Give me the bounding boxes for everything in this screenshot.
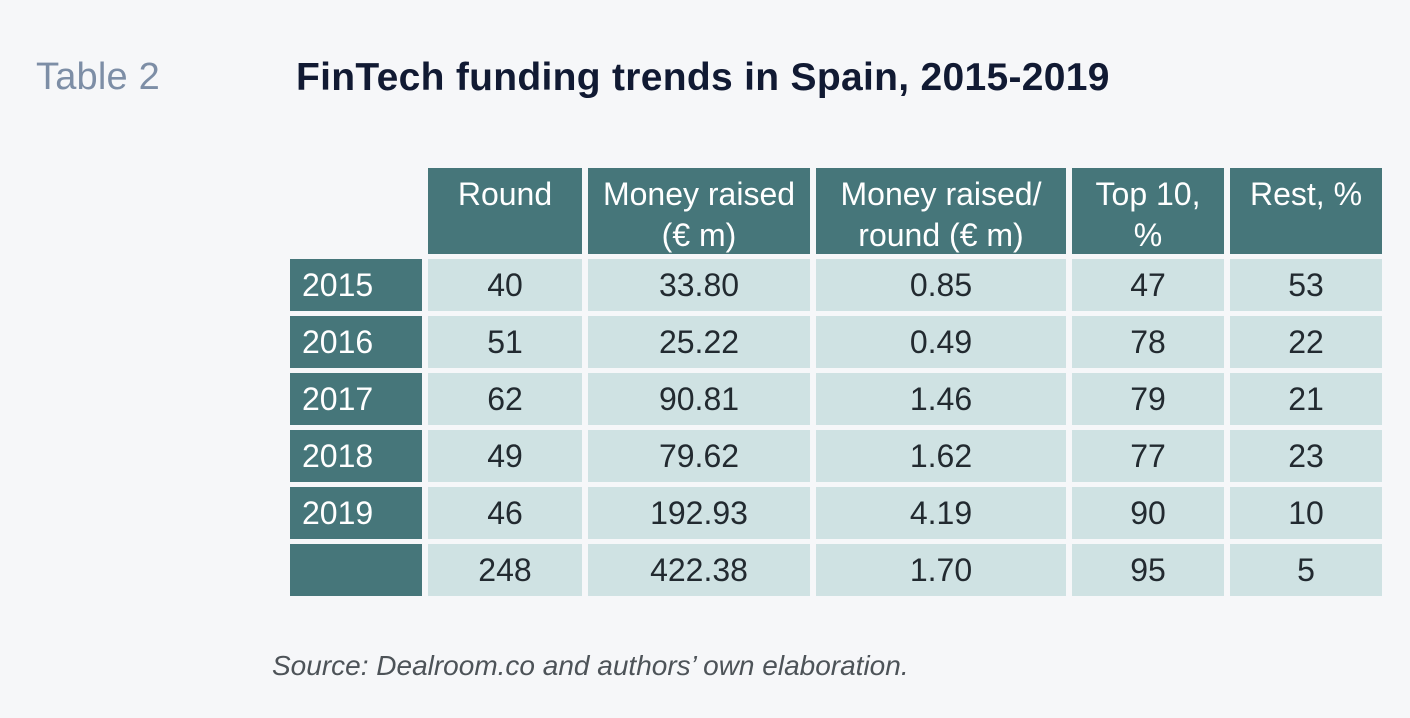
cell-money-raised: 25.22: [588, 316, 810, 368]
source-note: Source: Dealroom.co and authors’ own ela…: [272, 650, 909, 681]
row-header-year: 2015: [290, 259, 422, 311]
cell-money-raised: 33.80: [588, 259, 810, 311]
cell-round: 46: [428, 487, 582, 539]
cell-round: 51: [428, 316, 582, 368]
cell-rest: 53: [1230, 259, 1382, 311]
cell-money-per-round: 1.46: [816, 373, 1066, 425]
cell-rest: 22: [1230, 316, 1382, 368]
column-header-money-raised: Money raised (€ m): [588, 168, 810, 254]
cell-rest: 10: [1230, 487, 1382, 539]
row-header-year: 2018: [290, 430, 422, 482]
row-header-total: [290, 544, 422, 596]
column-header-rest: Rest, %: [1230, 168, 1382, 254]
cell-money-per-round: 1.62: [816, 430, 1066, 482]
cell-money-per-round-total: 1.70: [816, 544, 1066, 596]
cell-money-per-round: 0.49: [816, 316, 1066, 368]
column-header-round: Round: [428, 168, 582, 254]
row-header-year: 2017: [290, 373, 422, 425]
column-header-money-per-round: Money raised/ round (€ m): [816, 168, 1066, 254]
cell-rest: 21: [1230, 373, 1382, 425]
cell-top10: 47: [1072, 259, 1224, 311]
cell-rest: 23: [1230, 430, 1382, 482]
cell-top10: 90: [1072, 487, 1224, 539]
cell-rest-total: 5: [1230, 544, 1382, 596]
header-corner: [290, 168, 422, 254]
cell-top10-total: 95: [1072, 544, 1224, 596]
cell-top10: 78: [1072, 316, 1224, 368]
row-header-year: 2019: [290, 487, 422, 539]
table-label: Table 2: [36, 56, 160, 98]
cell-top10: 77: [1072, 430, 1224, 482]
table-title: FinTech funding trends in Spain, 2015-20…: [296, 56, 1110, 99]
row-header-year: 2016: [290, 316, 422, 368]
cell-round: 62: [428, 373, 582, 425]
cell-round-total: 248: [428, 544, 582, 596]
column-header-top10: Top 10, %: [1072, 168, 1224, 254]
cell-money-per-round: 4.19: [816, 487, 1066, 539]
cell-round: 49: [428, 430, 582, 482]
cell-money-per-round: 0.85: [816, 259, 1066, 311]
cell-top10: 79: [1072, 373, 1224, 425]
cell-round: 40: [428, 259, 582, 311]
cell-money-raised-total: 422.38: [588, 544, 810, 596]
cell-money-raised: 79.62: [588, 430, 810, 482]
cell-money-raised: 192.93: [588, 487, 810, 539]
cell-money-raised: 90.81: [588, 373, 810, 425]
funding-table: Round Money raised (€ m) Money raised/ r…: [290, 168, 1382, 596]
